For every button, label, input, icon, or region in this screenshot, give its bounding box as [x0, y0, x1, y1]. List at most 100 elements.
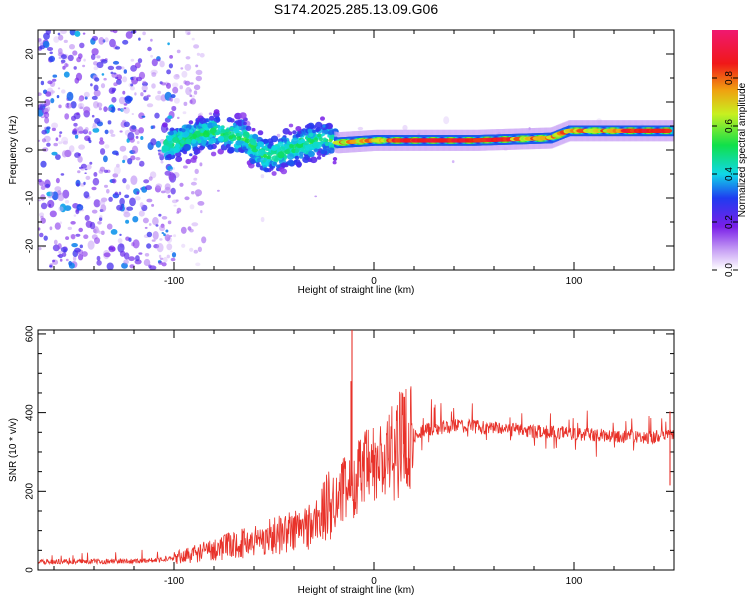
- spectrogram-carrier-blob: [263, 151, 268, 155]
- spectrogram-noise-speckle: [119, 250, 126, 257]
- spectrogram-noise-speckle: [128, 256, 136, 262]
- spectrogram-carrier-blob: [271, 171, 277, 176]
- spectrogram-noise-speckle: [125, 184, 130, 190]
- spectrogram-noise-speckle: [119, 145, 127, 152]
- spectrogram-noise-speckle: [187, 32, 191, 35]
- spectrogram-noise-speckle: [122, 178, 127, 184]
- spectrogram-carrier-blob: [198, 117, 207, 124]
- spectrogram-noise-speckle: [64, 62, 68, 68]
- spectrogram-noise-speckle: [146, 231, 153, 238]
- spectrogram-noise-speckle: [64, 200, 70, 204]
- spectrogram-noise-speckle: [163, 256, 168, 263]
- spectrogram-noise-speckle: [78, 97, 84, 102]
- spectrogram-noise-speckle: [189, 228, 194, 233]
- spectrogram-carrier-blob: [263, 154, 267, 158]
- spectrogram-noise-speckle: [129, 125, 137, 133]
- spectrogram-noise-speckle: [189, 82, 194, 85]
- colorbar: 0.0 0.2 0.4 0.6 0.8 Normalized spectral ampl…: [712, 30, 748, 277]
- spectrogram-carrier-blob: [185, 158, 192, 165]
- spectrogram-noise-speckle: [137, 58, 143, 64]
- spectrogram-noise-speckle: [46, 191, 53, 197]
- spectrogram-noise-speckle: [59, 203, 67, 213]
- spectrogram-noise-speckle: [161, 262, 167, 267]
- spectrogram-noise-speckle: [99, 137, 104, 142]
- spectrogram-noise-speckle: [40, 202, 48, 210]
- spectrogram-noise-speckle: [130, 175, 138, 185]
- spectrogram-noise-speckle: [114, 46, 121, 50]
- spectrogram-carrier-blob: [264, 167, 270, 173]
- spectrogram-carrier-blob: [284, 149, 291, 155]
- spectrogram-noise-speckle: [167, 42, 170, 46]
- spectrogram-noise-speckle: [181, 243, 186, 248]
- spectrogram-carrier-blob: [195, 121, 200, 125]
- spectrogram-noise-speckle: [122, 159, 126, 164]
- spectrogram-noise-speckle: [106, 262, 114, 270]
- spectrogram-noise-speckle: [58, 34, 64, 41]
- spectrogram-noise-speckle: [111, 178, 117, 184]
- spectrogram-noise-speckle: [185, 56, 191, 60]
- spectrogram-noise-speckle: [53, 142, 58, 147]
- spectrogram-noise-speckle: [65, 102, 73, 109]
- spectrogram-noise-speckle: [94, 77, 100, 82]
- spectrogram-noise-speckle: [92, 177, 100, 186]
- spectrogram-noise-speckle: [173, 204, 177, 207]
- spectrogram-noise-speckle: [314, 195, 318, 198]
- spectrogram-noise-speckle: [115, 65, 123, 70]
- spectrogram-noise-speckle: [189, 94, 192, 97]
- spectrogram-noise-speckle: [78, 144, 85, 150]
- spectrogram-noise-speckle: [155, 224, 159, 227]
- spectrogram-carrier-blob: [249, 153, 254, 158]
- colorbar-tick-label: 0.8: [724, 71, 735, 85]
- spectrogram-noise-speckle: [170, 187, 176, 195]
- spectrogram-noise-speckle: [112, 173, 119, 178]
- chart-title: S174.2025.285.13.09.G06: [274, 1, 438, 17]
- spectrogram-noise-speckle: [74, 134, 79, 139]
- spectrogram-carrier-blob: [217, 135, 225, 142]
- spectrogram-noise-speckle: [58, 250, 63, 254]
- spectrogram-noise-speckle: [83, 91, 90, 98]
- spectrogram-noise-speckle: [208, 112, 213, 115]
- spectrogram-noise-speckle: [41, 116, 44, 119]
- spectrogram-noise-speckle: [99, 199, 106, 206]
- spectrogram-noise-speckle: [118, 191, 122, 196]
- spectrogram-noise-speckle: [122, 76, 128, 83]
- spectrogram-noise-speckle: [89, 161, 93, 165]
- spectrogram-noise-speckle: [84, 168, 88, 171]
- spectrogram-carrier-blob: [294, 149, 300, 153]
- spectrogram-noise-speckle: [86, 135, 90, 138]
- spectrogram-noise-speckle: [190, 181, 197, 186]
- snr-y-tick-label: 200: [25, 483, 36, 500]
- spectrogram-noise-speckle: [166, 69, 172, 75]
- spectrogram-noise-speckle: [59, 254, 63, 257]
- spectrogram-noise-speckle: [179, 85, 183, 90]
- spectrogram-noise-speckle: [49, 51, 53, 55]
- spectrogram-noise-speckle: [146, 103, 154, 108]
- spectrogram-carrier-blob: [236, 136, 242, 141]
- spectrogram-noise-speckle: [38, 92, 42, 96]
- spectrogram-noise-speckle: [150, 138, 157, 146]
- spectrogram-carrier-blob: [251, 127, 256, 132]
- spectrogram-carrier-blob: [189, 129, 194, 133]
- spectrogram-noise-speckle: [49, 90, 56, 94]
- spectrogram-carrier-blob: [328, 147, 335, 154]
- spectrogram-noise-speckle: [128, 237, 132, 242]
- spectrogram-noise-speckle: [118, 96, 126, 105]
- spectrogram-noise-speckle: [125, 219, 130, 224]
- spectrogram-noise-speckle: [77, 170, 81, 174]
- spectrogram-marks: [38, 30, 674, 270]
- spectrogram-carrier-blob: [183, 143, 191, 151]
- spectrogram-noise-speckle: [92, 122, 97, 127]
- spectrogram-noise-speckle: [64, 113, 70, 120]
- spectrogram-carrier-blob: [161, 145, 169, 152]
- spectrogram-noise-speckle: [80, 168, 85, 171]
- spectrogram-noise-speckle: [85, 175, 91, 180]
- spectrogram-noise-speckle: [38, 38, 42, 42]
- snr-x-label: Height of straight line (km): [298, 585, 415, 596]
- spectrogram-noise-speckle: [154, 112, 160, 119]
- spectrogram-noise-speckle: [176, 207, 182, 213]
- spectrogram-noise-speckle: [46, 114, 49, 118]
- spectrogram-carrier-blob: [239, 112, 247, 119]
- spectrogram-carrier-blob: [302, 156, 310, 163]
- spectrogram-noise-speckle: [166, 82, 171, 89]
